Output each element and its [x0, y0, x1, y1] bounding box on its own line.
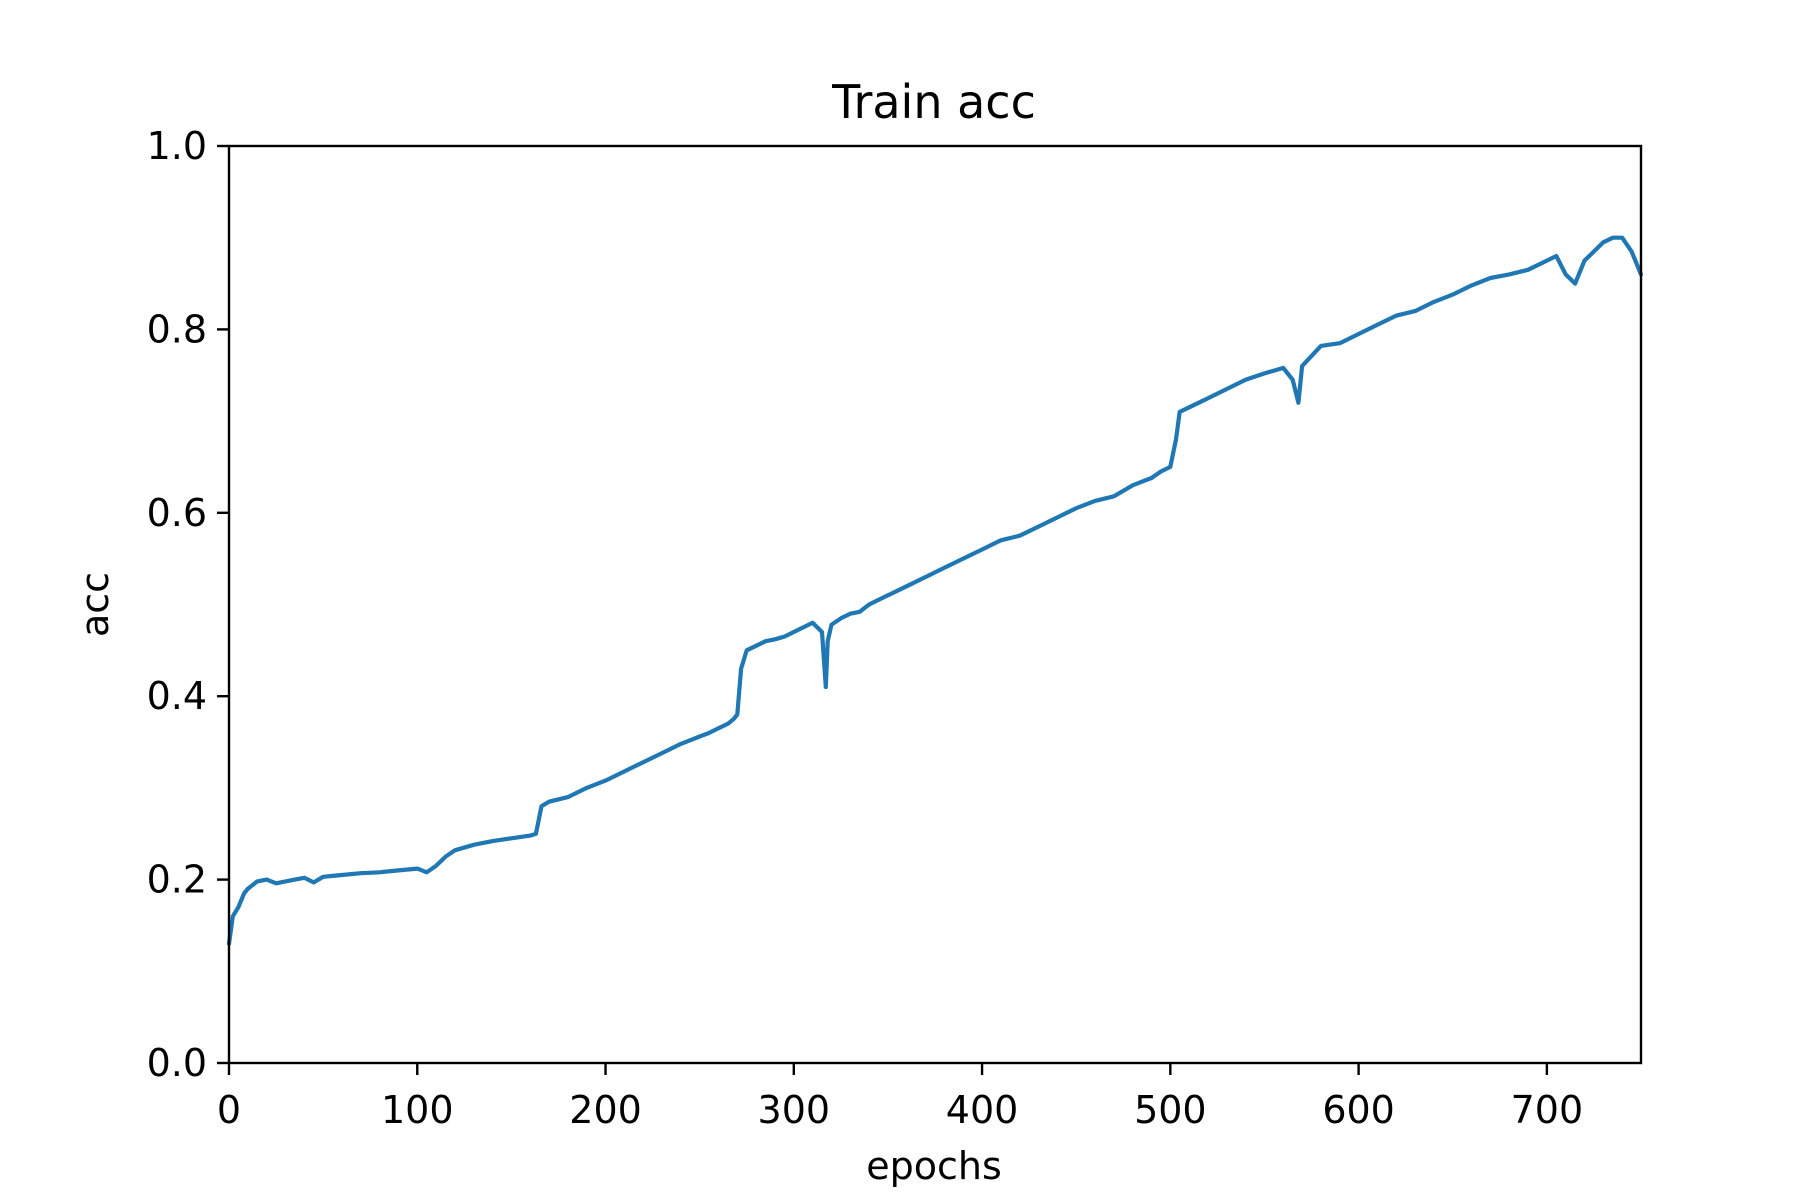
y-axis-ticks: 0.0 0.2 0.4 0.6 0.8 1.0	[147, 124, 229, 1085]
x-tick-label: 700	[1511, 1088, 1584, 1132]
x-axis-label: epochs	[866, 1144, 1002, 1188]
y-tick-label: 0.0	[147, 1041, 207, 1085]
x-tick-label: 400	[946, 1088, 1019, 1132]
y-axis-label: acc	[73, 572, 117, 637]
x-tick-label: 200	[569, 1088, 642, 1132]
x-tick-label: 600	[1322, 1088, 1395, 1132]
y-tick-label: 1.0	[147, 124, 207, 168]
y-tick-label: 0.2	[147, 858, 207, 902]
x-tick-label: 300	[758, 1088, 831, 1132]
x-axis-ticks: 0 100 200 300 400 500 600 700	[217, 1063, 1583, 1132]
x-tick-label: 100	[381, 1088, 454, 1132]
y-tick-label: 0.4	[147, 674, 207, 718]
series-line-train-acc	[226, 235, 1644, 946]
x-tick-label: 0	[217, 1088, 241, 1132]
y-tick-label: 0.6	[147, 491, 207, 535]
plot-area-frame	[227, 144, 1643, 1065]
y-tick-label: 0.8	[147, 307, 207, 351]
x-tick-label: 500	[1134, 1088, 1207, 1132]
chart-title: Train acc	[831, 75, 1036, 129]
